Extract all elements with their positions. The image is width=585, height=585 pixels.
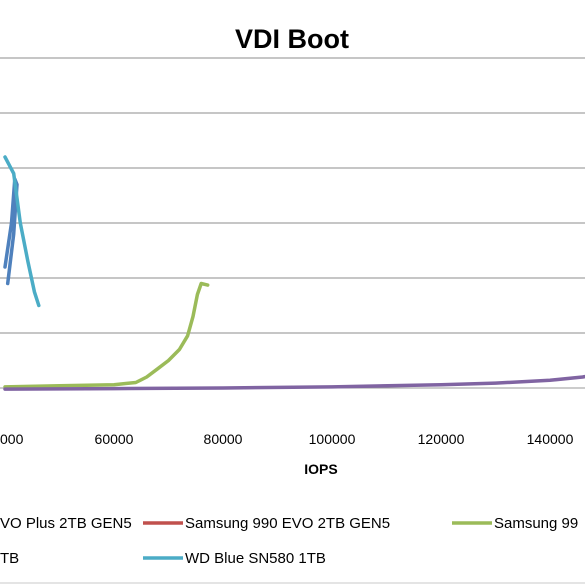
- grid-lines: [0, 57, 585, 334]
- x-axis-title: IOPS: [304, 461, 337, 477]
- x-tick-labels: 000 60000 80000 100000 120000 140000: [0, 431, 574, 447]
- x-tick-label: 60000: [95, 431, 134, 447]
- legend: VO Plus 2TB GEN5 Samsung 990 EVO 2TB GEN5…: [0, 515, 578, 567]
- legend-label: Samsung 99: [494, 515, 578, 532]
- legend-label: WD Blue SN580 1TB: [185, 550, 326, 567]
- x-tick-label: 000: [0, 431, 24, 447]
- legend-label: VO Plus 2TB GEN5: [0, 515, 132, 532]
- series-line: [3, 281, 210, 389]
- series-layer: [3, 155, 585, 391]
- legend-label: Samsung 990 EVO 2TB GEN5: [185, 515, 390, 532]
- series-line: [3, 155, 41, 308]
- x-tick-label: 100000: [309, 431, 356, 447]
- chart-title: VDI Boot: [235, 24, 349, 54]
- series-line: [3, 374, 585, 391]
- x-tick-label: 80000: [204, 431, 243, 447]
- legend-label: TB: [0, 550, 19, 567]
- x-tick-label: 140000: [527, 431, 574, 447]
- x-tick-label: 120000: [418, 431, 465, 447]
